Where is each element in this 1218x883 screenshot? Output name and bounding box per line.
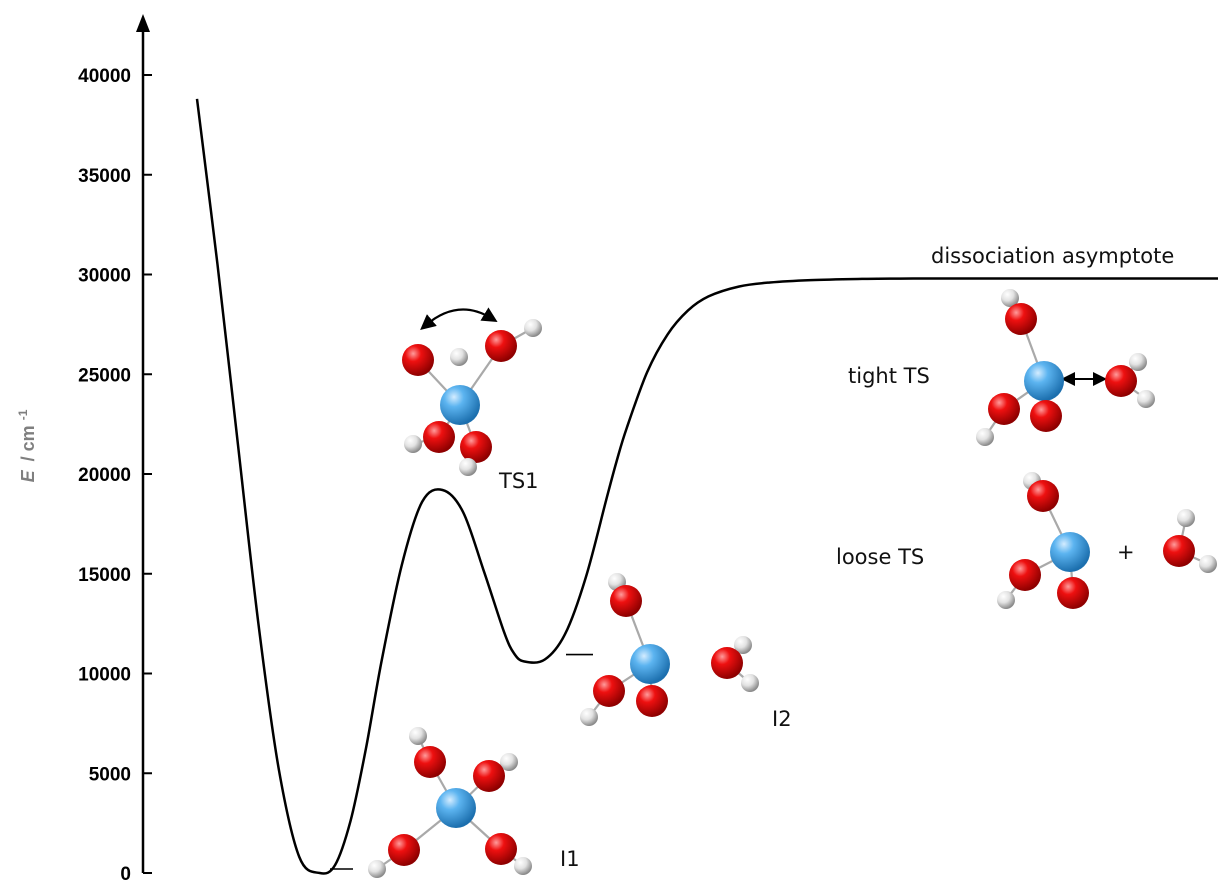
oxygen-atom <box>485 330 517 362</box>
metal-atom <box>440 385 480 425</box>
metal-atom <box>1024 361 1064 401</box>
oxygen-atom <box>711 647 743 679</box>
y-tick-label: 30000 <box>78 266 131 287</box>
y-tick-label: 35000 <box>78 166 131 187</box>
ts1-label: TS1 <box>498 469 539 493</box>
asymptote-label: dissociation asymptote <box>931 244 1174 268</box>
molecule-i2 <box>580 573 670 726</box>
hydrogen-atom <box>741 674 759 692</box>
molecule-tight-ts <box>976 289 1064 446</box>
molecule-loose-ts <box>997 472 1090 609</box>
oxygen-atom <box>636 685 668 717</box>
loose-ts-label: loose TS <box>836 545 924 569</box>
molecule-ts1 <box>402 319 542 476</box>
hydrogen-atom <box>1001 289 1019 307</box>
rotation-arrow-icon <box>420 307 498 330</box>
hydrogen-atom <box>1137 390 1155 408</box>
y-axis-symbol: E <box>18 469 38 482</box>
oxygen-atom <box>1163 535 1195 567</box>
oxygen-atom <box>1105 365 1137 397</box>
hydrogen-atom <box>404 435 422 453</box>
hydrogen-atom <box>450 348 468 366</box>
oxygen-atom <box>1057 577 1089 609</box>
oxygen-atom <box>485 833 517 865</box>
energy-level-group <box>330 653 593 870</box>
water-tight-ts <box>1105 353 1155 408</box>
y-axis-label: E / cm -1 <box>16 409 38 482</box>
water-loose-ts <box>1163 509 1217 573</box>
y-tick-label: 5000 <box>89 764 131 785</box>
hydrogen-atom <box>997 591 1015 609</box>
energy-curve <box>195 98 1218 875</box>
y-tick-label: 15000 <box>78 565 131 586</box>
oxygen-atom <box>1027 480 1059 512</box>
water-i2 <box>711 636 759 692</box>
hydrogen-atom <box>524 319 542 337</box>
hydrogen-atom <box>500 753 518 771</box>
metal-atom <box>1050 532 1090 572</box>
y-tick-group: 0 5000 10000 15000 20000 25000 30000 35000 40000 <box>78 66 152 883</box>
oxygen-atom <box>1009 559 1041 591</box>
oxygen-atom <box>593 675 625 707</box>
molecule-i1 <box>368 727 532 878</box>
hydrogen-atom <box>409 727 427 745</box>
oxygen-atom <box>388 834 420 866</box>
oxygen-atom <box>423 421 455 453</box>
y-tick-label: 40000 <box>78 66 131 87</box>
oxygen-atom <box>414 746 446 778</box>
plus-sign: + <box>1117 540 1135 564</box>
y-tick-label: 20000 <box>78 465 131 486</box>
metal-atom <box>630 644 670 684</box>
oxygen-atom <box>402 344 434 376</box>
hydrogen-atom <box>734 636 752 654</box>
i1-label: I1 <box>560 847 580 871</box>
hydrogen-atom <box>368 860 386 878</box>
tight-ts-label: tight TS <box>848 364 930 388</box>
oxygen-atom <box>473 760 505 792</box>
i2-label: I2 <box>772 707 792 731</box>
hydrogen-atom <box>1199 555 1217 573</box>
hydrogen-atom <box>514 857 532 875</box>
hydrogen-atom <box>1177 509 1195 527</box>
oxygen-atom <box>988 393 1020 425</box>
oxygen-atom <box>460 431 492 463</box>
hydrogen-atom <box>459 458 477 476</box>
oxygen-atom <box>1005 303 1037 335</box>
y-tick-label: 25000 <box>78 365 131 386</box>
hydrogen-atom <box>580 708 598 726</box>
y-axis-unit: / cm <box>18 425 38 461</box>
y-tick-label: 10000 <box>78 665 131 686</box>
oxygen-atom <box>1030 400 1062 432</box>
oxygen-atom <box>610 585 642 617</box>
metal-atom <box>436 788 476 828</box>
hydrogen-atom <box>976 428 994 446</box>
y-axis-exponent: -1 <box>16 409 30 420</box>
y-axis-arrow <box>136 14 150 32</box>
hydrogen-atom <box>1129 353 1147 371</box>
y-tick-label: 0 <box>120 864 131 883</box>
